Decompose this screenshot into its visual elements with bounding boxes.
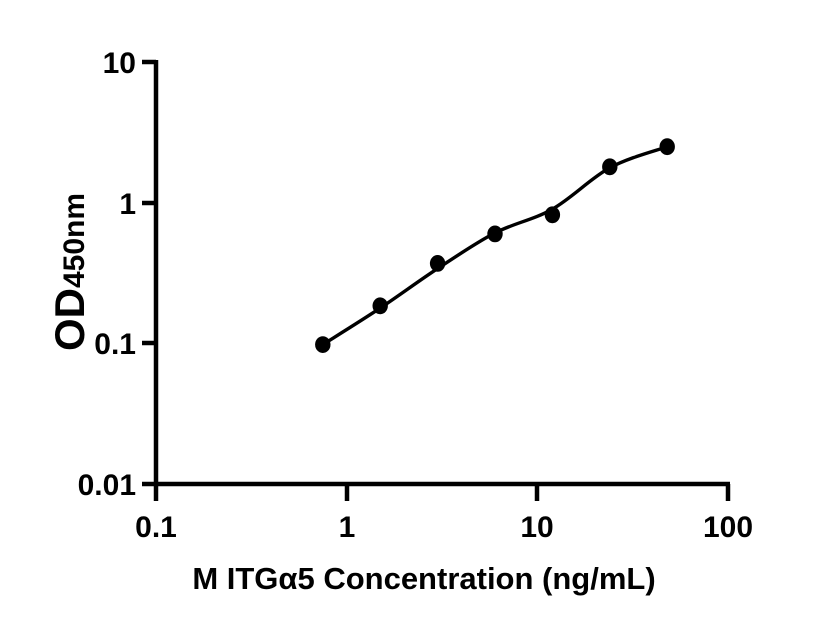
data-point: [429, 255, 446, 272]
data-point: [602, 158, 618, 176]
data-point: [659, 138, 675, 156]
y-axis-title: OD450nm: [46, 193, 93, 351]
y-axis-title-main: OD: [46, 288, 93, 351]
x-tick-label-0.1: 0.1: [135, 511, 177, 544]
data-points: [315, 138, 675, 353]
x-tick-label-100: 100: [703, 511, 753, 544]
data-point: [372, 297, 388, 315]
data-point: [315, 336, 331, 353]
x-tick-label-1: 1: [339, 511, 356, 544]
y-tick-label-0.1: 0.1: [94, 328, 136, 361]
y-tick-label-1: 1: [119, 188, 136, 221]
y-axis: 10 1 0.1 0.01 OD450nm: [46, 47, 159, 502]
x-axis: 0.1 1 10 100 M ITGα5 Concentration (ng/m…: [135, 481, 753, 596]
data-point: [544, 206, 561, 224]
x-axis-title: M ITGα5 Concentration (ng/mL): [192, 561, 655, 596]
y-tick-label-10: 10: [103, 47, 136, 80]
y-axis-title-subscript: 450nm: [58, 193, 91, 288]
y-tick-label-0.01: 0.01: [78, 469, 136, 502]
fit-curve-line: [321, 145, 669, 347]
x-tick-label-10: 10: [520, 511, 553, 544]
data-point: [487, 225, 503, 243]
